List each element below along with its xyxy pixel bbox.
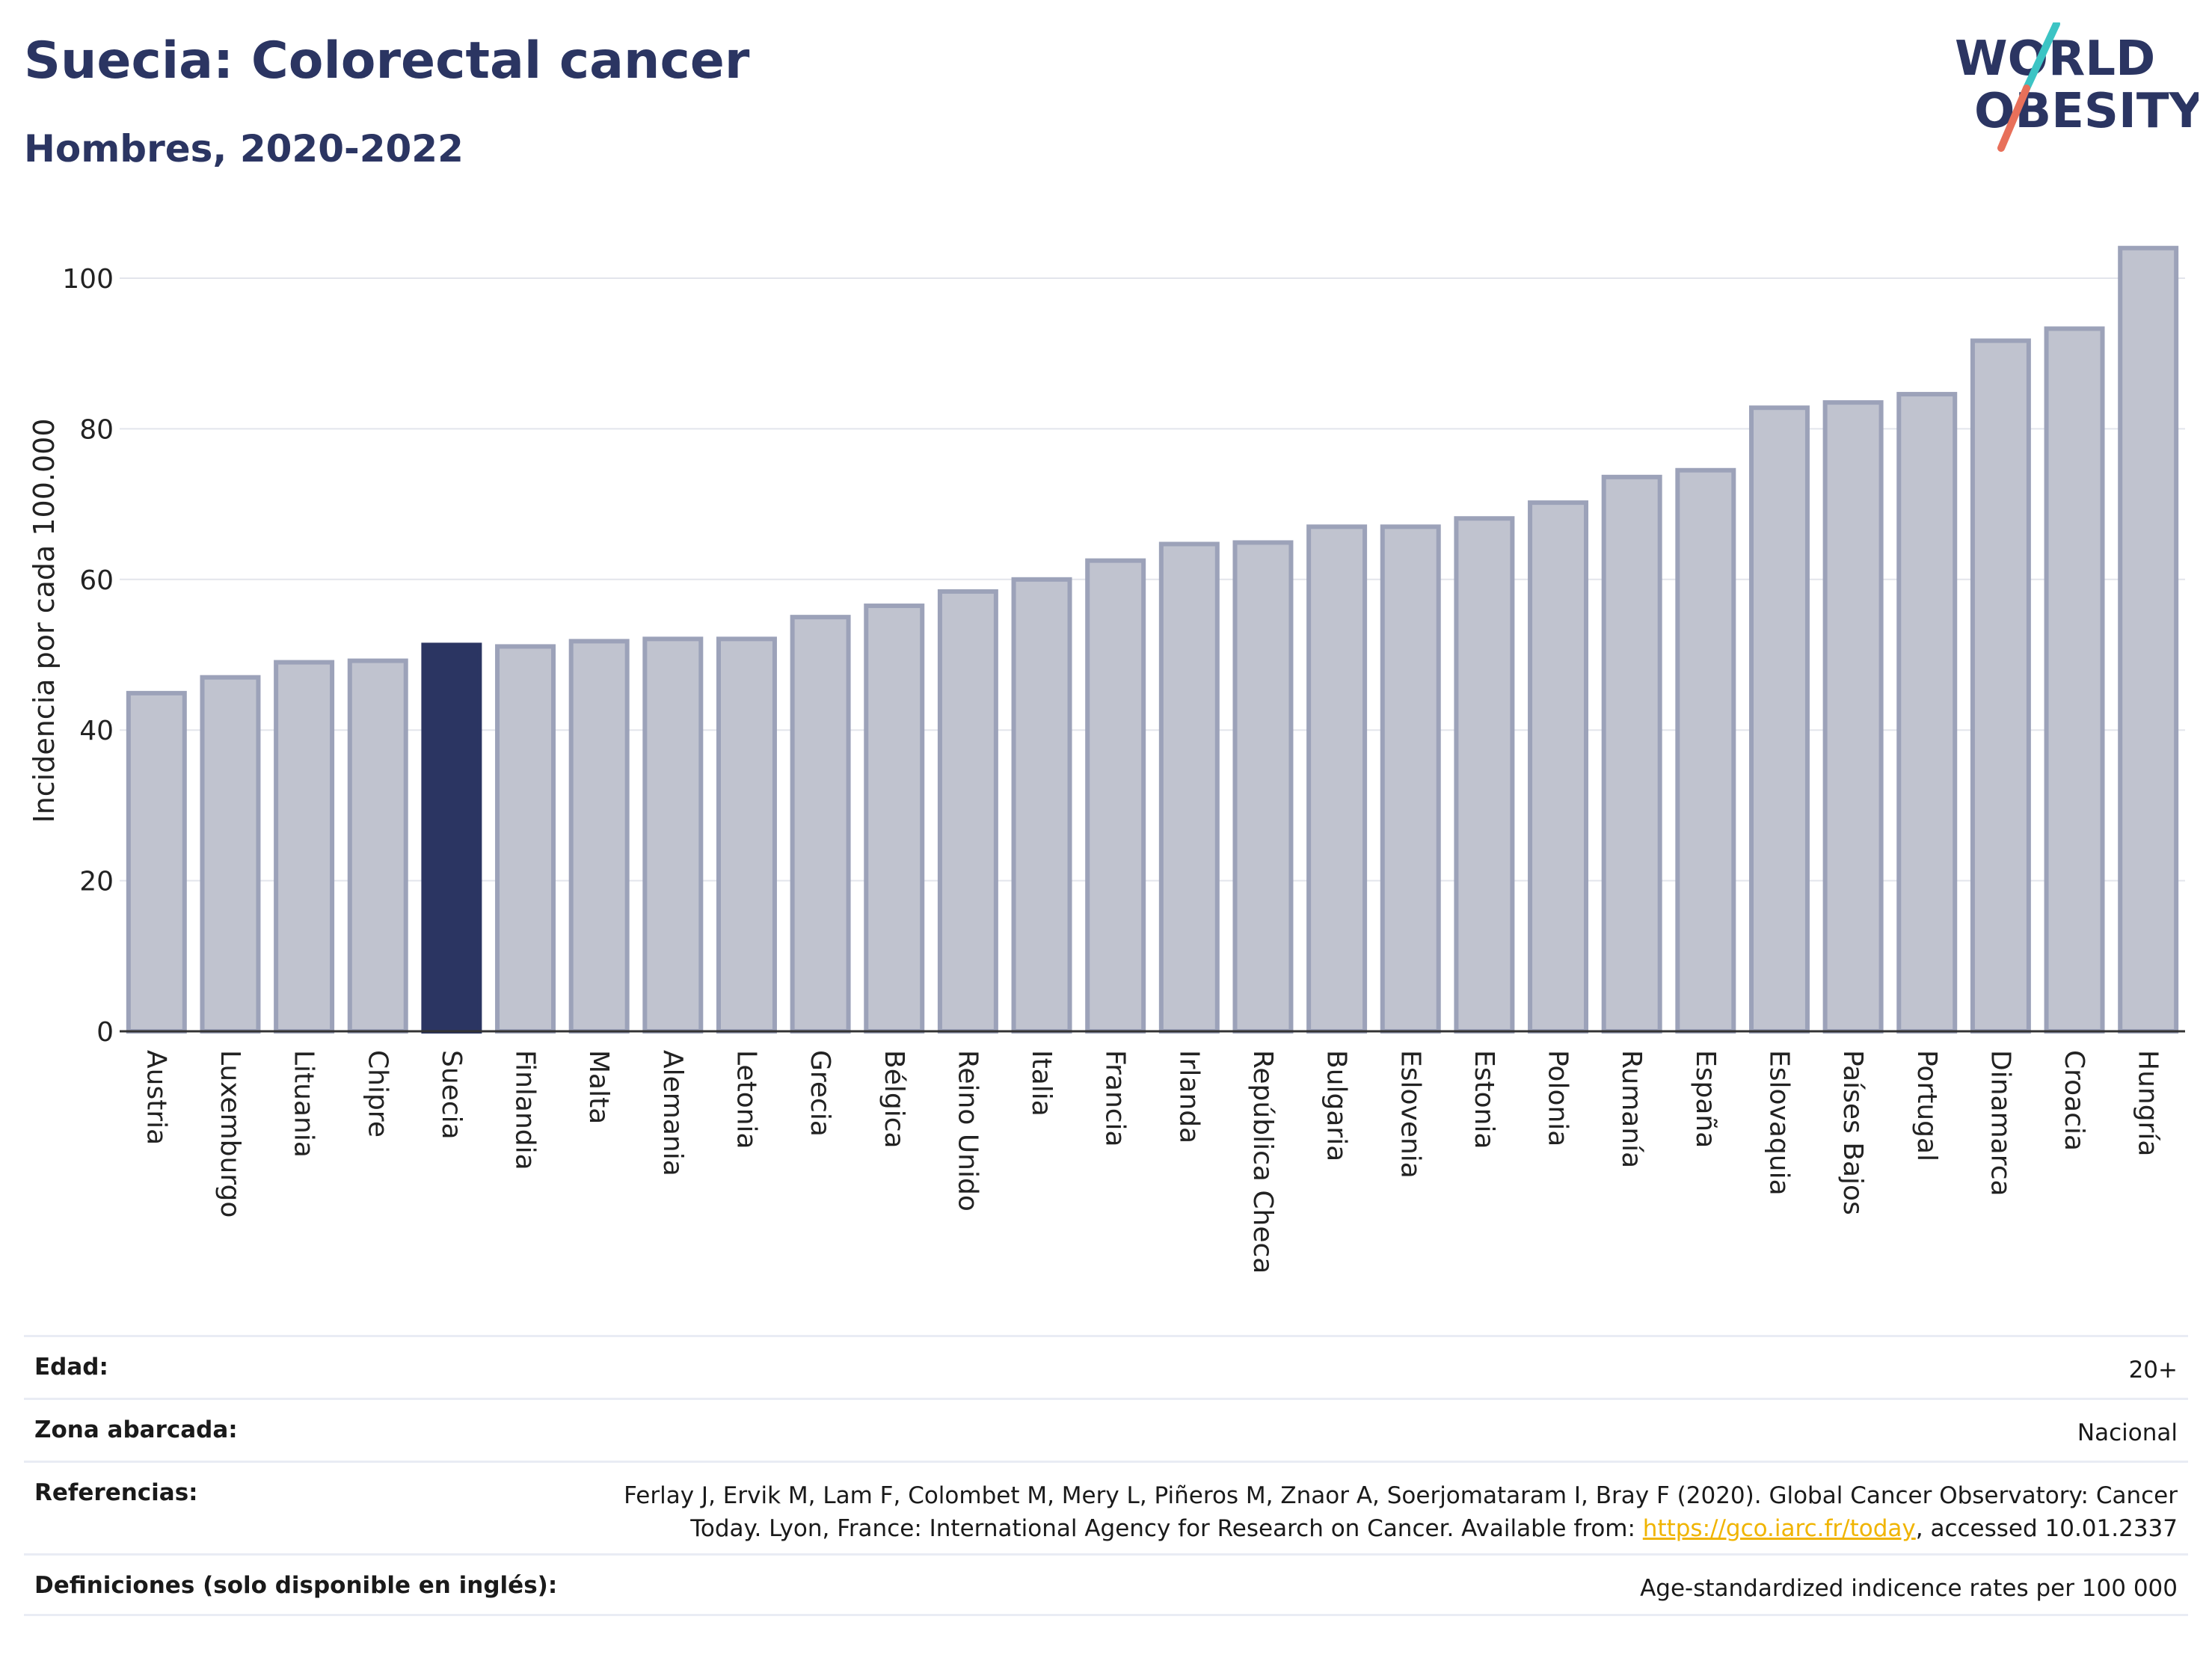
bar-rumanía: [1601, 474, 1662, 1034]
y-tick-label: 40: [79, 716, 114, 746]
x-tick-label: Italia: [1026, 1050, 1057, 1117]
metadata-table: Edad: 20+ Zona abarcada: Nacional Refere…: [24, 1335, 2188, 1616]
x-tick-label: Suecia: [436, 1050, 467, 1140]
x-tick-label: Polonia: [1543, 1050, 1573, 1146]
x-tick-label: República Checa: [1247, 1050, 1278, 1274]
logo-slash-coral: [1997, 85, 2030, 152]
y-tick-label: 20: [79, 867, 114, 897]
x-tick-label: Malta: [583, 1050, 614, 1124]
y-tick-label: 0: [96, 1017, 114, 1048]
x-tick-label: Irlanda: [1173, 1050, 1204, 1143]
definiciones-label: Definiciones (solo disponible en inglés)…: [34, 1572, 558, 1599]
x-tick-label: Grecia: [805, 1050, 835, 1137]
bar-finlandia: [495, 644, 556, 1034]
bar-reino-unido: [937, 589, 998, 1034]
bar-eslovenia: [1380, 524, 1441, 1034]
meta-row-edad: Edad: 20+: [24, 1335, 2188, 1398]
bar-portugal: [1896, 392, 1958, 1034]
y-axis-label: Incidencia por cada 100.000: [28, 418, 61, 823]
ref-text-line2b: , accessed 10.01.2337: [1915, 1515, 2178, 1542]
y-tick-label: 60: [79, 565, 114, 596]
bar-letonia: [716, 636, 777, 1034]
meta-row-referencias: Referencias: Ferlay J, Ervik M, Lam F, C…: [24, 1461, 2188, 1553]
x-tick-label: Eslovaquia: [1763, 1050, 1794, 1196]
bar-bélgica: [864, 604, 925, 1034]
ref-text-line1: Ferlay J, Ervik M, Lam F, Colombet M, Me…: [624, 1482, 2178, 1509]
bar-francia: [1085, 558, 1146, 1034]
page-subtitle: Hombres, 2020-2022: [24, 127, 464, 171]
x-tick-label: Eslovenia: [1395, 1050, 1425, 1179]
definiciones-value: Age-standardized indicence rates per 100…: [1640, 1575, 2178, 1602]
x-tick-label: Países Bajos: [1837, 1050, 1868, 1215]
x-tick-label: Lituania: [289, 1050, 319, 1158]
bar-bulgaria: [1306, 524, 1368, 1034]
bar-austria: [126, 690, 187, 1034]
ref-text-line2a: Today. Lyon, France: International Agenc…: [690, 1515, 1643, 1542]
bar-chart: 0 20 40 60 80 100 Austria Luxemburgo Lituania Ch…: [28, 245, 2185, 1274]
x-tick-label: Portugal: [1911, 1050, 1942, 1161]
bar-dinamarca: [1970, 338, 2031, 1034]
bar-irlanda: [1158, 541, 1220, 1034]
x-tick-label: Hungría: [2133, 1050, 2163, 1156]
logo-slash-teal: [2023, 22, 2060, 92]
x-tick-label: Luxemburgo: [215, 1050, 245, 1218]
bar-lituania: [274, 660, 335, 1034]
meta-row-definiciones: Definiciones (solo disponible en inglés)…: [24, 1553, 2188, 1616]
zona-value: Nacional: [2077, 1419, 2178, 1446]
meta-row-zona: Zona abarcada: Nacional: [24, 1398, 2188, 1461]
y-tick-labels: 0 20 40 60 80 100: [62, 264, 114, 1048]
bar-grecia: [790, 615, 851, 1034]
x-tick-label: Francia: [1100, 1050, 1131, 1147]
bar-alemania: [642, 636, 704, 1034]
bar-suecia: [421, 642, 482, 1034]
bar-croacia: [2044, 326, 2105, 1034]
bar-república-checa: [1232, 540, 1294, 1034]
bar-países-bajos: [1822, 400, 1884, 1034]
bar-chipre: [347, 658, 408, 1034]
x-tick-labels: Austria Luxemburgo Lituania Chipre Suecia Fin…: [141, 1050, 2163, 1274]
bar-polonia: [1528, 500, 1589, 1034]
logo-word-world: WORLD: [1955, 31, 2155, 87]
referencias-label: Referencias:: [34, 1479, 198, 1506]
bar-hungría: [2118, 245, 2179, 1034]
x-tick-label: Finlandia: [510, 1050, 541, 1170]
x-tick-label: Bulgaria: [1321, 1050, 1352, 1161]
bar-malta: [568, 639, 630, 1034]
y-tick-label: 80: [79, 414, 114, 445]
x-tick-label: Rumanía: [1616, 1050, 1647, 1168]
x-tick-label: Austria: [141, 1050, 171, 1145]
x-tick-label: Dinamarca: [1985, 1050, 2015, 1197]
x-tick-label: Letonia: [731, 1050, 761, 1149]
ref-link[interactable]: https://gco.iarc.fr/today: [1642, 1515, 1916, 1542]
x-tick-label: Bélgica: [879, 1050, 909, 1149]
x-tick-label: Alemania: [657, 1050, 688, 1176]
x-tick-label: Chipre: [362, 1050, 393, 1137]
bar-italia: [1011, 577, 1072, 1034]
bars: [126, 245, 2179, 1034]
x-tick-label: Croacia: [2059, 1050, 2089, 1151]
world-obesity-logo: WORLD OBESITY: [1955, 22, 2199, 152]
bar-eslovaquia: [1748, 405, 1810, 1034]
edad-value: 20+: [2128, 1357, 2178, 1384]
zona-label: Zona abarcada:: [34, 1416, 238, 1443]
bar-estonia: [1454, 516, 1515, 1034]
edad-label: Edad:: [34, 1354, 108, 1381]
bar-luxemburgo: [200, 675, 261, 1034]
page-title: Suecia: Colorectal cancer: [24, 31, 750, 90]
x-tick-label: España: [1690, 1050, 1721, 1148]
y-tick-label: 100: [62, 264, 114, 295]
bar-españa: [1675, 467, 1736, 1034]
x-tick-label: Reino Unido: [952, 1050, 983, 1212]
x-tick-label: Estonia: [1469, 1050, 1499, 1149]
referencias-value: Ferlay J, Ervik M, Lam F, Colombet M, Me…: [624, 1479, 2178, 1545]
